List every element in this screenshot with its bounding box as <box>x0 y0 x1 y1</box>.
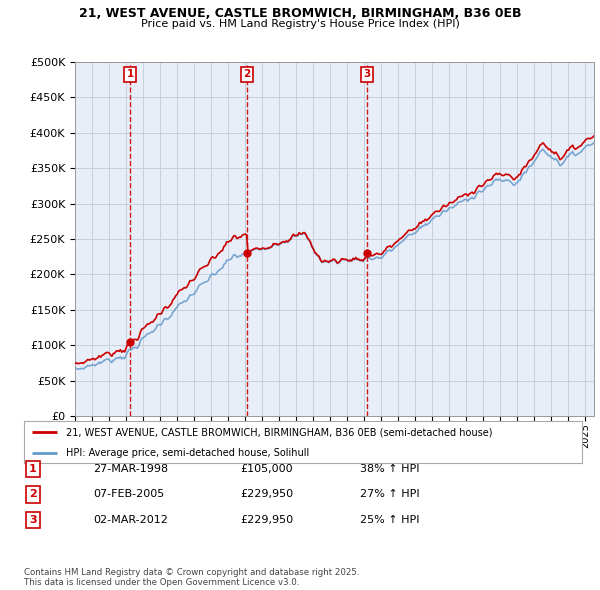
Text: 1: 1 <box>29 464 37 474</box>
Text: 25% ↑ HPI: 25% ↑ HPI <box>360 516 419 525</box>
Text: 2: 2 <box>29 490 37 499</box>
Text: 21, WEST AVENUE, CASTLE BROMWICH, BIRMINGHAM, B36 0EB: 21, WEST AVENUE, CASTLE BROMWICH, BIRMIN… <box>79 7 521 20</box>
Text: 1: 1 <box>127 70 134 79</box>
Text: HPI: Average price, semi-detached house, Solihull: HPI: Average price, semi-detached house,… <box>66 448 309 457</box>
Text: Price paid vs. HM Land Registry's House Price Index (HPI): Price paid vs. HM Land Registry's House … <box>140 19 460 29</box>
Text: 2: 2 <box>243 70 250 79</box>
Text: 27% ↑ HPI: 27% ↑ HPI <box>360 490 419 499</box>
Text: 21, WEST AVENUE, CASTLE BROMWICH, BIRMINGHAM, B36 0EB (semi-detached house): 21, WEST AVENUE, CASTLE BROMWICH, BIRMIN… <box>66 427 493 437</box>
Text: 07-FEB-2005: 07-FEB-2005 <box>93 490 164 499</box>
Text: Contains HM Land Registry data © Crown copyright and database right 2025.
This d: Contains HM Land Registry data © Crown c… <box>24 568 359 587</box>
Text: £229,950: £229,950 <box>240 490 293 499</box>
Text: 38% ↑ HPI: 38% ↑ HPI <box>360 464 419 474</box>
Text: 3: 3 <box>29 516 37 525</box>
Text: £229,950: £229,950 <box>240 516 293 525</box>
Text: 3: 3 <box>364 70 371 79</box>
Text: £105,000: £105,000 <box>240 464 293 474</box>
Text: 02-MAR-2012: 02-MAR-2012 <box>93 516 168 525</box>
Text: 27-MAR-1998: 27-MAR-1998 <box>93 464 168 474</box>
